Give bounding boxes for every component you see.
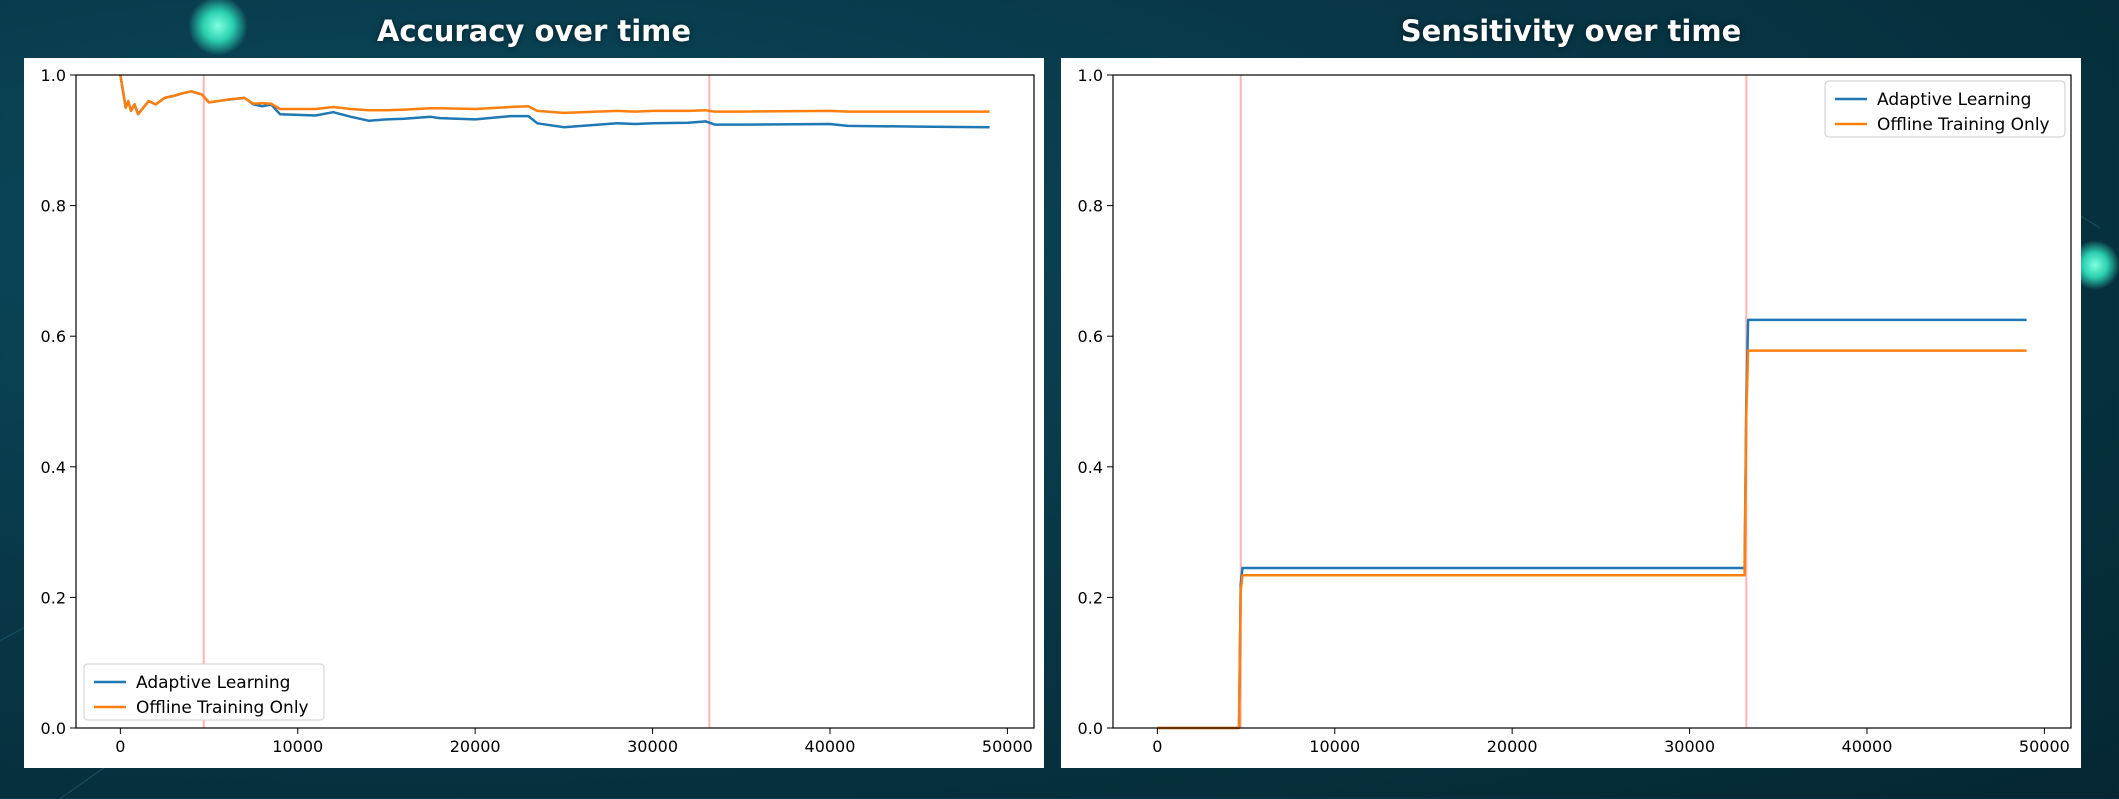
y-tick-label: 0.4 [1078,458,1103,477]
x-tick-label: 10000 [1309,737,1360,756]
sensitivity-chart: 0 10000 20000 30000 40000 50000 0.0 0.2 0.4 0.6 0.… [1078,66,2072,756]
x-tick-label: 0 [1152,737,1162,756]
sensitivity-chart-title: Sensitivity over time [1400,14,1742,48]
legend-label: Offline Training Only [1877,115,2050,135]
y-tick-label: 0.2 [1078,588,1103,607]
plot-frame [1112,74,2072,729]
legend-label: Offline Training Only [136,698,309,718]
y-tick-label: 0.6 [41,327,66,346]
series-line-offline-training-only [119,74,990,116]
series-line-adaptive-learning [1157,318,2027,730]
x-tick-label: 10000 [272,737,323,756]
y-tick-label: 0.2 [41,588,66,607]
y-tick-label: 0.0 [1078,719,1103,738]
y-tick-label: 1.0 [1078,66,1103,85]
y-tick-label: 0.0 [41,719,66,738]
accuracy-chart: 0 10000 20000 30000 40000 50000 0.0 0.2 0.4 0.6 0.… [41,66,1035,756]
legend-box [1824,80,2066,138]
legend-label: Adaptive Learning [1877,90,2031,110]
y-tick-label: 0.6 [1078,327,1103,346]
x-tick-label: 40000 [805,737,856,756]
accuracy-chart-panel: 0 10000 20000 30000 40000 50000 0.0 0.2 0.4 0.6 0.… [24,58,1044,768]
glow-dot [188,0,248,56]
legend-box [83,663,325,721]
y-tick-label: 0.8 [1078,197,1103,216]
series-line-offline-training-only [1157,349,2027,730]
x-tick-label: 20000 [450,737,501,756]
accuracy-chart-title: Accuracy over time [376,14,692,48]
sensitivity-chart-panel: 0 10000 20000 30000 40000 50000 0.0 0.2 0.4 0.6 0.… [1061,58,2081,768]
y-tick-label: 1.0 [41,66,66,85]
x-tick-label: 40000 [1842,737,1893,756]
y-tick-label: 0.4 [41,458,66,477]
x-tick-label: 0 [115,737,125,756]
y-tick-label: 0.8 [41,197,66,216]
x-tick-label: 30000 [627,737,678,756]
legend-label: Adaptive Learning [136,673,290,693]
x-tick-label: 50000 [982,737,1033,756]
x-tick-label: 50000 [2019,737,2070,756]
x-tick-label: 20000 [1487,737,1538,756]
plot-frame [75,74,1035,729]
x-tick-label: 30000 [1664,737,1715,756]
